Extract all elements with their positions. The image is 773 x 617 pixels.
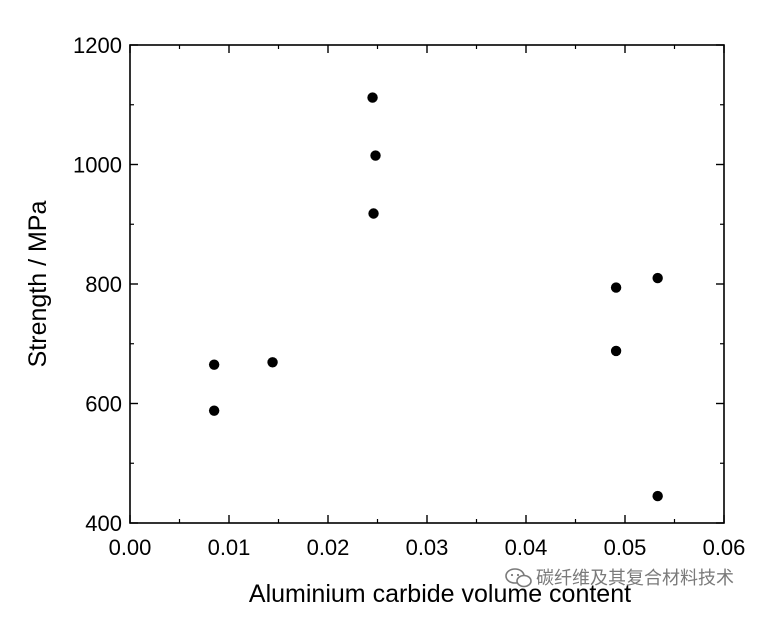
y-axis-title: Strength / MPa bbox=[24, 201, 52, 368]
data-point bbox=[208, 405, 220, 416]
y-tick-label: 1000 bbox=[73, 153, 122, 178]
axis-tick-labels: 0.00 0.01 0.02 0.03 0.04 0.05 0.06 400 600 800 100… bbox=[73, 33, 745, 560]
data-point bbox=[367, 92, 378, 103]
data-point bbox=[652, 490, 663, 502]
data-point bbox=[267, 357, 278, 368]
x-tick-label: 0.03 bbox=[406, 535, 449, 560]
data-point bbox=[368, 208, 379, 219]
data-point bbox=[610, 282, 622, 293]
wechat-icon bbox=[505, 568, 532, 588]
x-tick-label: 0.00 bbox=[109, 535, 152, 560]
watermark: 碳纤维及其复合材料技术 bbox=[505, 568, 734, 589]
y-tick-label: 1200 bbox=[73, 33, 122, 58]
data-point bbox=[610, 345, 622, 357]
watermark-text: 碳纤维及其复合材料技术 bbox=[536, 568, 734, 589]
x-tick-label: 0.02 bbox=[307, 535, 350, 560]
data-point bbox=[208, 359, 220, 370]
data-points bbox=[208, 92, 663, 502]
x-tick-label: 0.06 bbox=[703, 535, 746, 560]
y-tick-label: 600 bbox=[85, 392, 122, 417]
x-tick-label: 0.05 bbox=[604, 535, 647, 560]
plot-frame bbox=[129, 44, 725, 524]
y-tick-label: 800 bbox=[85, 272, 122, 297]
axis-ticks bbox=[129, 44, 725, 524]
x-axis-title: Aluminium carbide volume content bbox=[249, 580, 631, 608]
x-tick-label: 0.04 bbox=[505, 535, 548, 560]
data-point bbox=[652, 272, 663, 284]
data-point bbox=[370, 150, 381, 161]
y-tick-label: 400 bbox=[85, 511, 122, 536]
x-tick-label: 0.01 bbox=[208, 535, 251, 560]
